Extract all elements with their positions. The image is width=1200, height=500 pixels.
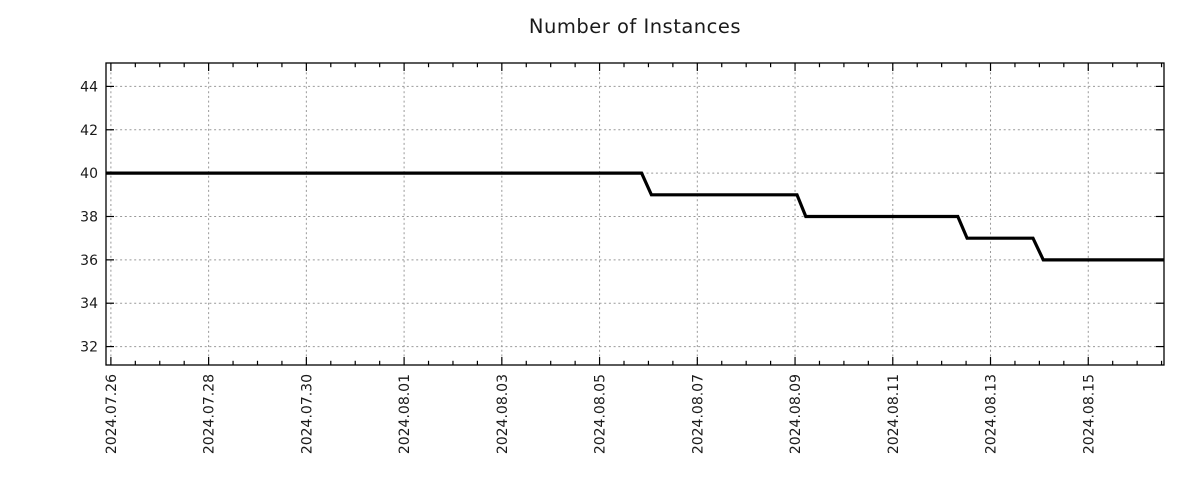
y-tick-label: 34 [80,296,98,312]
y-tick-label: 42 [80,123,98,139]
chart-title: Number of Instances [528,15,742,38]
x-tick-label: 2024.08.09 [788,374,804,454]
x-tick-label: 2024.08.03 [495,374,511,454]
plot-border [105,62,1165,366]
x-tick-label: 2024.08.05 [593,374,609,454]
x-tick-label: 2024.08.01 [397,374,413,454]
x-tick-label: 2024.08.07 [690,374,706,454]
x-tick-label: 2024.07.30 [299,374,315,454]
y-tick-label: 44 [80,79,98,95]
x-tick-label: 2024.08.15 [1081,374,1097,454]
x-tick-label: 2024.07.28 [202,374,218,454]
y-tick-label: 40 [80,166,98,182]
series-line-instances [106,171,1164,262]
y-tick-label: 38 [80,209,98,225]
y-tick-label: 36 [80,253,98,269]
y-tick-label: 32 [80,340,98,356]
x-tick-label: 2024.07.26 [104,374,120,454]
x-tick-label: 2024.08.11 [886,374,902,454]
x-tick-label: 2024.08.13 [984,374,1000,454]
